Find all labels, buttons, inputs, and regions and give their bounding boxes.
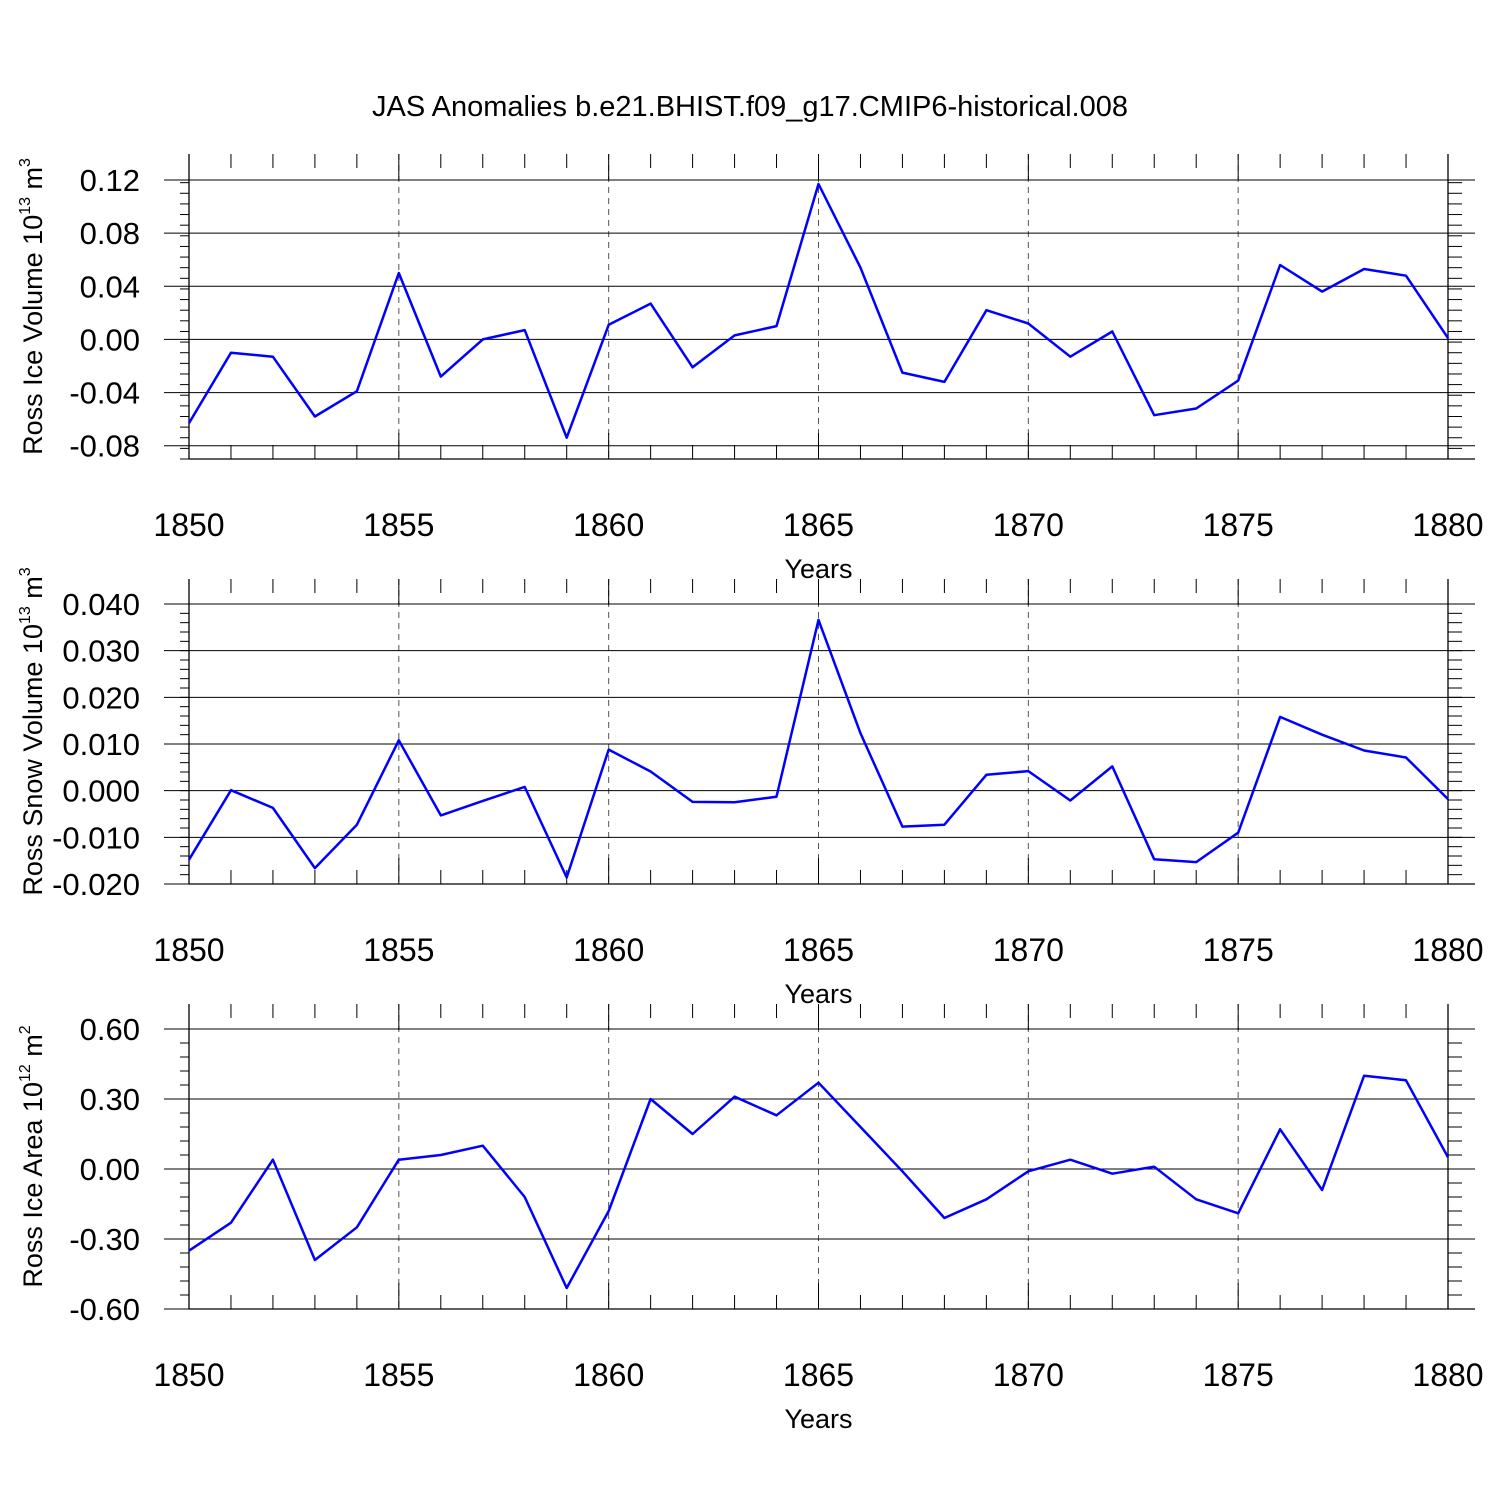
y-tick-label: 0.60 — [80, 1012, 140, 1047]
x-tick-label: 1850 — [153, 932, 224, 968]
series-line — [188, 1074, 1450, 1290]
y-tick-label: 0.00 — [80, 1152, 140, 1187]
x-tick-label: 1855 — [363, 932, 434, 968]
series-line — [187, 618, 1449, 879]
y-tick-label: -0.020 — [52, 867, 140, 902]
chart-panel-1: 1850 1855 1860 1865 1870 1875 1880 -0.08 -0.04 0.… — [17, 154, 1484, 584]
y-tick-label: -0.010 — [52, 820, 140, 855]
x-tick-label: 1865 — [783, 507, 854, 543]
x-tick-label: 1855 — [363, 1357, 434, 1393]
y-tick-label: 0.04 — [80, 269, 140, 304]
y-tick-label: 0.010 — [62, 727, 140, 762]
x-tick-label: 1880 — [1412, 507, 1483, 543]
y-tick-label: 0.000 — [62, 774, 140, 809]
x-tick-label: 1850 — [153, 1357, 224, 1393]
x-tick-label: 1850 — [153, 507, 224, 543]
series-line — [187, 182, 1450, 439]
x-tick-label: 1860 — [573, 1357, 644, 1393]
x-tick-label: 1875 — [1203, 932, 1274, 968]
y-axis-label: Ross Snow Volume 1013 m3 — [17, 567, 48, 895]
y-tick-label: 0.00 — [80, 322, 140, 357]
y-tick-label: 0.040 — [62, 587, 140, 622]
chart-panel-3: 1850 1855 1860 1865 1870 1875 1880 -0.60 -0.30 0.… — [17, 1004, 1484, 1434]
x-axis-label: Years — [784, 1404, 852, 1434]
y-tick-label: -0.30 — [69, 1222, 140, 1257]
x-tick-label: 1870 — [993, 932, 1064, 968]
y-tick-label: 0.020 — [62, 680, 140, 715]
x-tick-label: 1865 — [783, 932, 854, 968]
chart-panel-2: 1850 1855 1860 1865 1870 1875 1880 -0.020 -0.010… — [17, 567, 1484, 1009]
y-tick-label: 0.030 — [62, 634, 140, 669]
figure-title: JAS Anomalies b.e21.BHIST.f09_g17.CMIP6-… — [372, 91, 1128, 123]
x-tick-label: 1875 — [1203, 1357, 1274, 1393]
x-tick-label: 1870 — [993, 1357, 1064, 1393]
x-tick-label: 1855 — [363, 507, 434, 543]
y-tick-label: 0.12 — [80, 163, 140, 198]
x-tick-label: 1860 — [573, 507, 644, 543]
y-tick-label: 0.30 — [80, 1082, 140, 1117]
y-axis-label: Ross Ice Volume 1013 m3 — [17, 158, 48, 455]
x-tick-label: 1880 — [1412, 1357, 1483, 1393]
x-tick-label: 1880 — [1412, 932, 1483, 968]
y-tick-label: -0.08 — [69, 429, 140, 464]
x-tick-label: 1875 — [1203, 507, 1274, 543]
y-tick-label: -0.04 — [69, 376, 140, 411]
x-tick-label: 1865 — [783, 1357, 854, 1393]
y-tick-label: -0.60 — [69, 1292, 140, 1327]
y-axis-label: Ross Ice Area 1012 m2 — [17, 1025, 48, 1287]
x-tick-label: 1860 — [573, 932, 644, 968]
y-tick-label: 0.08 — [80, 216, 140, 251]
x-tick-label: 1870 — [993, 507, 1064, 543]
